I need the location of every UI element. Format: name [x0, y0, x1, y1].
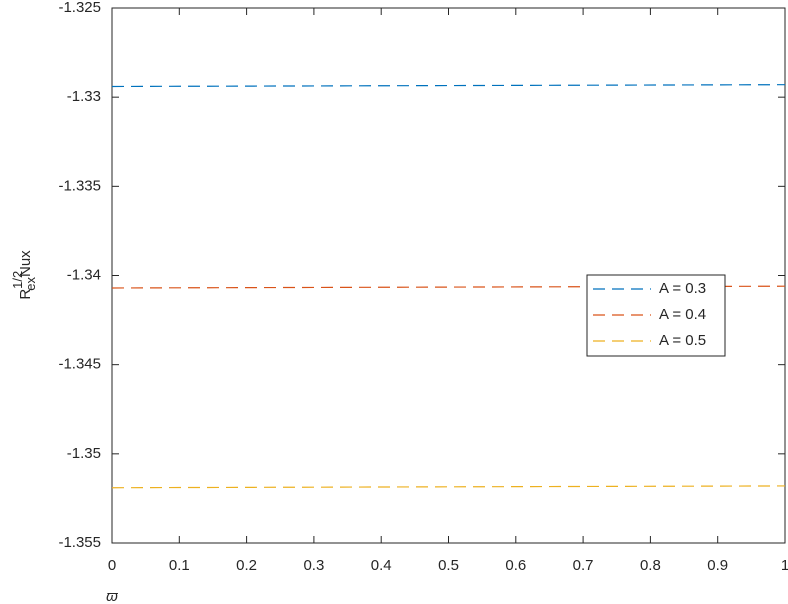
- x-tick-label: 1: [781, 557, 788, 574]
- x-tick-label: 0.5: [438, 557, 459, 574]
- y-tick-label: -1.33: [67, 88, 101, 105]
- x-tick-label: 0: [108, 557, 116, 574]
- legend-label: A = 0.4: [659, 306, 706, 323]
- y-label-sup: 1/2: [10, 271, 25, 289]
- y-tick-label: -1.325: [58, 0, 101, 16]
- y-tick-label: -1.34: [67, 266, 101, 283]
- legend-label: A = 0.5: [659, 332, 706, 349]
- y-tick-label: -1.345: [58, 356, 101, 373]
- legend: A = 0.3 A = 0.4 A = 0.5: [586, 274, 726, 357]
- x-tick-label: 0.1: [169, 557, 190, 574]
- x-tick-label: 0.9: [707, 557, 728, 574]
- x-axis-label: ϖ: [106, 588, 118, 604]
- y-tick-label: -1.335: [58, 177, 101, 194]
- y-label-sub: ex: [23, 277, 38, 291]
- data-line: [111, 84, 786, 88]
- x-tick-label: 0.8: [640, 557, 661, 574]
- x-tick-label: 0.2: [236, 557, 257, 574]
- legend-label: A = 0.3: [659, 280, 706, 297]
- x-tick-label: 0.4: [371, 557, 392, 574]
- y-label-base: R: [17, 289, 34, 300]
- legend-box: [586, 274, 726, 357]
- y-label-rest: Nux: [17, 250, 34, 277]
- y-tick-label: -1.355: [58, 534, 101, 551]
- y-axis-label: R1/2exNux: [10, 250, 38, 300]
- x-tick-label: 0.3: [303, 557, 324, 574]
- data-line: [111, 485, 786, 489]
- x-tick-label: 0.7: [573, 557, 594, 574]
- y-tick-label: -1.35: [67, 445, 101, 462]
- x-tick-label: 0.6: [505, 557, 526, 574]
